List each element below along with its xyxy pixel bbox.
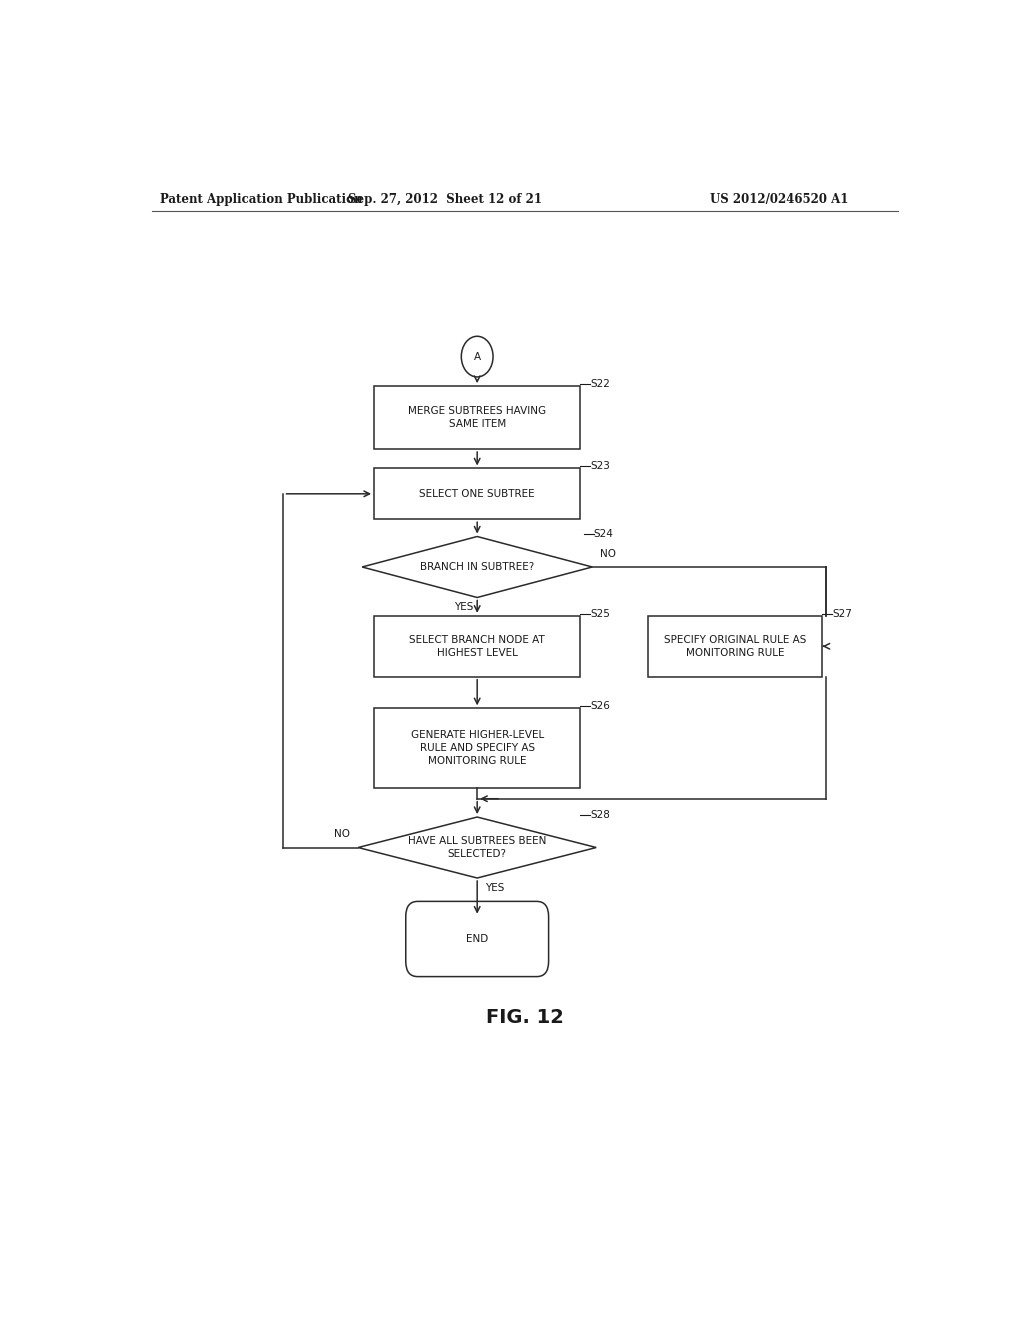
Text: END: END — [466, 935, 488, 944]
FancyBboxPatch shape — [374, 385, 581, 449]
Text: HAVE ALL SUBTREES BEEN
SELECTED?: HAVE ALL SUBTREES BEEN SELECTED? — [408, 836, 547, 859]
Text: BRANCH IN SUBTREE?: BRANCH IN SUBTREE? — [420, 562, 535, 572]
Polygon shape — [362, 536, 592, 598]
Text: SPECIFY ORIGINAL RULE AS
MONITORING RULE: SPECIFY ORIGINAL RULE AS MONITORING RULE — [664, 635, 806, 657]
Text: S23: S23 — [590, 462, 609, 471]
Text: S22: S22 — [590, 379, 609, 389]
Text: NO: NO — [600, 549, 616, 558]
FancyBboxPatch shape — [406, 902, 549, 977]
Text: SELECT BRANCH NODE AT
HIGHEST LEVEL: SELECT BRANCH NODE AT HIGHEST LEVEL — [410, 635, 545, 657]
Text: Sep. 27, 2012  Sheet 12 of 21: Sep. 27, 2012 Sheet 12 of 21 — [348, 193, 543, 206]
Text: S28: S28 — [590, 810, 609, 820]
Text: US 2012/0246520 A1: US 2012/0246520 A1 — [710, 193, 848, 206]
FancyBboxPatch shape — [374, 615, 581, 677]
Text: S27: S27 — [831, 609, 852, 619]
Text: S25: S25 — [590, 609, 609, 619]
FancyBboxPatch shape — [374, 709, 581, 788]
Text: YES: YES — [454, 602, 473, 611]
FancyBboxPatch shape — [648, 615, 822, 677]
Text: MERGE SUBTREES HAVING
SAME ITEM: MERGE SUBTREES HAVING SAME ITEM — [409, 407, 546, 429]
Text: FIG. 12: FIG. 12 — [485, 1007, 564, 1027]
Text: Patent Application Publication: Patent Application Publication — [160, 193, 362, 206]
FancyBboxPatch shape — [374, 469, 581, 519]
Text: S24: S24 — [594, 529, 613, 540]
Text: A: A — [474, 351, 480, 362]
Text: NO: NO — [334, 829, 350, 840]
Circle shape — [461, 337, 494, 378]
Polygon shape — [358, 817, 596, 878]
Text: YES: YES — [485, 883, 505, 894]
Text: S26: S26 — [590, 701, 609, 711]
Text: SELECT ONE SUBTREE: SELECT ONE SUBTREE — [420, 488, 535, 499]
Text: GENERATE HIGHER-LEVEL
RULE AND SPECIFY AS
MONITORING RULE: GENERATE HIGHER-LEVEL RULE AND SPECIFY A… — [411, 730, 544, 766]
